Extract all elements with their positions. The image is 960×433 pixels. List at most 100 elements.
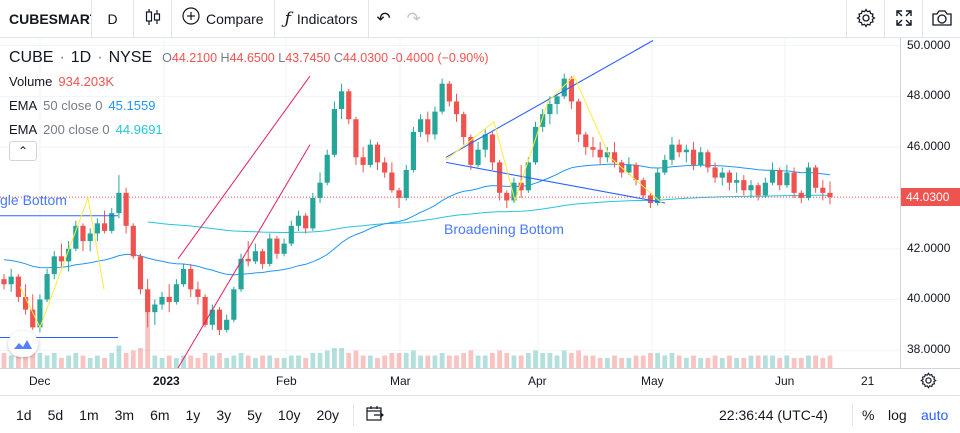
camera-icon xyxy=(931,9,953,30)
candle-body xyxy=(633,164,639,181)
change-value: -0.4000 (−0.90%) xyxy=(391,51,489,65)
channel-line-upper xyxy=(177,75,311,260)
volume-bar xyxy=(353,350,359,368)
volume-bar xyxy=(15,350,21,368)
cloud-logo-icon xyxy=(14,340,32,349)
candle-body xyxy=(410,131,417,170)
candle-body xyxy=(741,180,747,191)
volume-bar xyxy=(554,355,560,368)
price-axis[interactable]: 50.000048.000046.000044.000042.000040.00… xyxy=(900,38,960,368)
candle-body xyxy=(446,83,452,102)
ema200-legend-row[interactable]: EMA 200 close 0 44.9691 xyxy=(9,118,489,142)
candle-body xyxy=(267,238,273,264)
candle-body xyxy=(798,192,804,198)
symbol-search-button[interactable]: CUBESMART xyxy=(0,0,92,38)
range-10y-button[interactable]: 10y xyxy=(277,406,301,423)
indicators-button[interactable]: ƒ Indicators xyxy=(275,0,369,38)
range-5y-button[interactable]: 5y xyxy=(247,406,262,423)
volume-bar xyxy=(439,353,445,368)
range-1y-button[interactable]: 1y xyxy=(185,406,201,423)
open-value: 44.2100 xyxy=(171,51,218,65)
chart-type-button[interactable] xyxy=(134,0,172,38)
compare-label: Compare xyxy=(206,10,264,27)
chevron-up-icon: ⌃ xyxy=(17,144,29,158)
close-value: 44.0300 xyxy=(342,51,389,65)
candle-body xyxy=(417,119,424,132)
range-3y-button[interactable]: 3y xyxy=(216,406,232,423)
calendar-goto-icon xyxy=(366,406,384,421)
range-6m-button[interactable]: 6m xyxy=(150,406,170,423)
symbol-legend-row: CUBE · 1D · NYSE O44.2100 H44.6500 L43.7… xyxy=(9,46,489,70)
candle-body xyxy=(511,182,517,201)
volume-bar xyxy=(482,355,488,368)
time-tick: May xyxy=(641,374,664,388)
candle-body xyxy=(662,159,668,173)
interval-button[interactable]: D xyxy=(92,0,134,38)
range-3m-button[interactable]: 3m xyxy=(114,406,135,423)
ema50-value: 45.1559 xyxy=(108,98,156,113)
broadening-bottom-label: Broadening Bottom xyxy=(444,221,564,237)
volume-bar xyxy=(30,345,36,368)
volume-bar xyxy=(504,353,510,368)
settings-button[interactable] xyxy=(846,0,884,38)
candle-body xyxy=(80,225,86,242)
legend-exchange: NYSE xyxy=(108,49,153,66)
ohlc-values: O44.2100 H44.6500 L43.7450 C44.0300 -0.4… xyxy=(162,51,489,65)
candle-body xyxy=(726,172,733,183)
candle-body xyxy=(827,192,833,198)
volume-bar xyxy=(662,355,668,368)
volume-bar xyxy=(346,353,352,368)
percent-toggle[interactable]: % xyxy=(862,406,875,423)
undo-button[interactable]: ↶ xyxy=(369,0,399,38)
auto-toggle[interactable]: auto xyxy=(921,406,949,423)
range-1m-button[interactable]: 1m xyxy=(79,406,99,423)
candle-body xyxy=(331,109,337,155)
volume-bar xyxy=(382,355,388,368)
candle-body xyxy=(353,119,359,158)
range-5d-button[interactable]: 5d xyxy=(47,406,64,423)
candle-body xyxy=(295,215,302,226)
candle-body xyxy=(655,172,661,203)
volume-bar xyxy=(425,355,431,368)
price-chart[interactable] xyxy=(0,38,900,368)
candle-body xyxy=(245,258,251,262)
volume-bar xyxy=(755,355,761,368)
candle-body xyxy=(719,172,725,178)
candle-body xyxy=(690,149,697,165)
compare-button[interactable]: Compare xyxy=(172,0,275,38)
volume-bar xyxy=(411,350,416,368)
volume-bar xyxy=(698,358,704,368)
candle-body xyxy=(216,309,223,330)
axis-settings-button[interactable] xyxy=(920,372,937,394)
ema50-legend-row[interactable]: EMA 50 close 0 45.1559 xyxy=(9,94,489,118)
volume-bar xyxy=(188,355,194,368)
candle-body xyxy=(669,144,675,160)
candle-body xyxy=(1,279,7,285)
log-toggle[interactable]: log xyxy=(888,406,907,423)
time-tick: Jun xyxy=(775,374,795,388)
legend-collapse-button[interactable]: ⌃ xyxy=(9,141,37,161)
range-20y-button[interactable]: 20y xyxy=(316,406,340,423)
ema200-line xyxy=(147,194,830,234)
candle-body xyxy=(403,170,409,198)
candle-body xyxy=(525,162,531,191)
volume-bar xyxy=(23,348,28,368)
snapshot-button[interactable] xyxy=(922,0,960,38)
candle-body xyxy=(166,296,172,302)
volume-bar xyxy=(791,358,797,368)
volume-bar xyxy=(59,358,64,368)
volume-bar xyxy=(360,355,366,368)
candle-body xyxy=(604,152,610,158)
low-value: 43.7450 xyxy=(285,51,331,65)
volume-legend-row[interactable]: Volume 934.203K xyxy=(9,70,489,94)
range-1d-button[interactable]: 1d xyxy=(16,406,32,423)
volume-bar xyxy=(461,353,467,368)
ema200-value: 44.9691 xyxy=(115,122,163,137)
redo-button[interactable]: ↷ xyxy=(399,0,429,38)
fullscreen-button[interactable] xyxy=(884,0,922,38)
time-axis[interactable]: Dec 2023 Feb Mar Apr May Jun 21 xyxy=(0,368,960,394)
goto-date-button[interactable] xyxy=(360,405,390,424)
candle-body xyxy=(94,223,100,234)
tradingview-logo[interactable] xyxy=(8,331,38,357)
clock-display[interactable]: 22:36:44 (UTC-4) xyxy=(719,406,828,423)
